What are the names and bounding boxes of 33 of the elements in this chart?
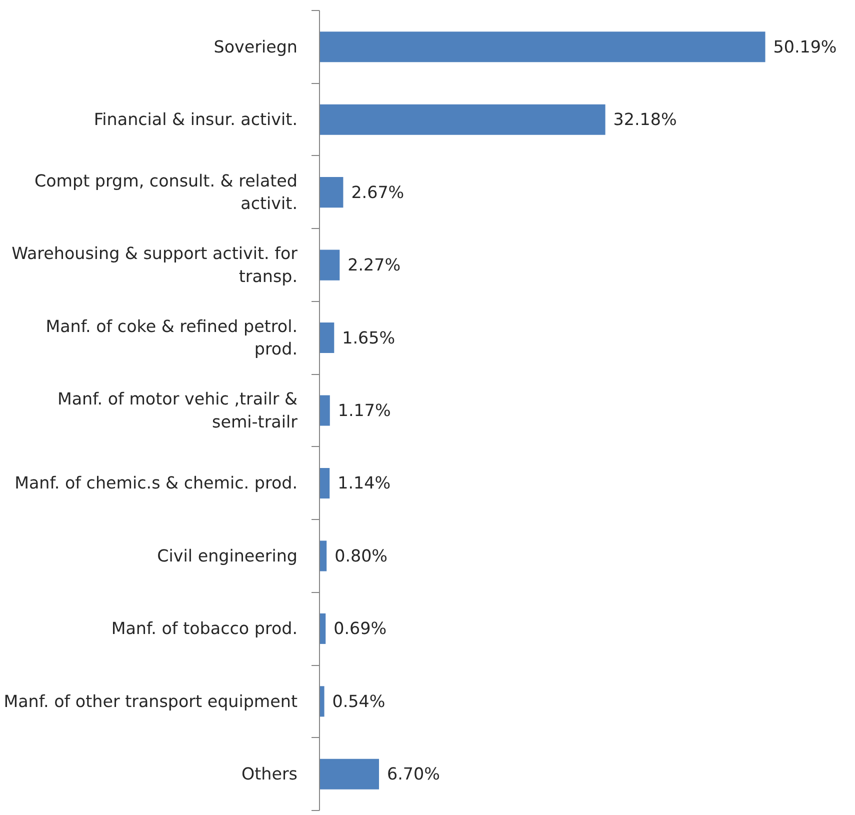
y-tick-label: Others: [242, 764, 298, 784]
y-tick-label: Compt prgm, consult. & related activit.: [34, 171, 298, 214]
y-tick-label: Warehousing & support activit. for transp.: [12, 244, 298, 286]
data-label: 0.69%: [334, 619, 387, 638]
data-label: 1.65%: [342, 328, 396, 348]
data-label: 32.18%: [613, 110, 677, 130]
data-label: 50.19%: [773, 37, 837, 56]
data-label: 2.67%: [351, 182, 404, 202]
bar: [320, 177, 344, 208]
data-label: 1.14%: [338, 474, 391, 493]
bar: [320, 758, 380, 790]
bar: [320, 613, 326, 644]
data-label: 6.70%: [387, 764, 440, 784]
bar: [320, 322, 334, 354]
bar: [320, 395, 330, 426]
data-label: 1.17%: [338, 401, 391, 420]
y-tick-label: Financial & insur. activit.: [94, 110, 298, 130]
y-tick-label: Manf. of chemic.s & chemic. prod.: [14, 474, 298, 493]
bar: [320, 104, 606, 135]
y-tick-label: Civil engineering: [157, 546, 298, 566]
data-label: 2.27%: [348, 256, 401, 275]
y-tick-label: Manf. of coke & refined petrol. prod.: [46, 316, 298, 359]
data-label: 0.54%: [332, 692, 386, 711]
bar: [320, 686, 324, 717]
bar: [320, 540, 327, 572]
bar: [320, 32, 766, 62]
data-label: 0.80%: [334, 546, 388, 566]
y-tick-label: Manf. of motor vehic ,trailr & semi-trailr: [57, 390, 298, 432]
bar: [320, 250, 340, 280]
y-tick-label: Manf. of tobacco prod.: [111, 619, 298, 638]
y-tick-label: Manf. of other transport equipment: [4, 692, 298, 711]
bar: [320, 468, 330, 498]
y-tick-label: Soveriegn: [214, 37, 298, 56]
